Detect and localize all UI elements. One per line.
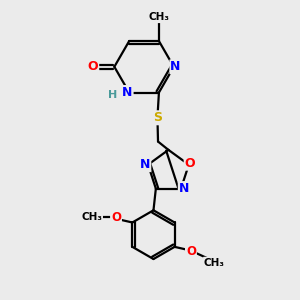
- Text: N: N: [170, 60, 181, 73]
- Text: N: N: [140, 158, 150, 171]
- Text: O: O: [185, 157, 195, 170]
- Text: S: S: [153, 111, 162, 124]
- Text: O: O: [186, 245, 196, 258]
- Text: CH₃: CH₃: [81, 212, 102, 222]
- Text: O: O: [111, 211, 121, 224]
- Text: CH₃: CH₃: [204, 258, 225, 268]
- Text: O: O: [88, 60, 98, 73]
- Text: CH₃: CH₃: [148, 12, 170, 22]
- Text: N: N: [122, 86, 133, 99]
- Text: N: N: [179, 182, 189, 195]
- Text: H: H: [108, 91, 118, 100]
